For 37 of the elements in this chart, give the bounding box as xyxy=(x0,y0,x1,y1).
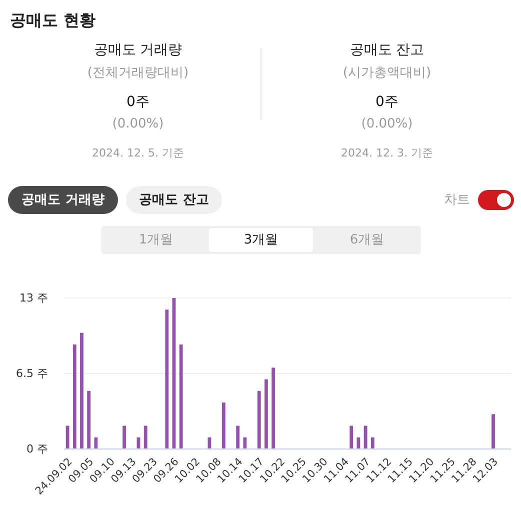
text: (시가총액대비) xyxy=(342,66,432,80)
bar xyxy=(94,437,98,449)
text: 3개월 xyxy=(244,232,278,248)
text: (0.00%) xyxy=(112,116,164,132)
bar xyxy=(264,379,268,449)
text: (0.00%) xyxy=(361,116,413,132)
text: 2024. 12. 5. 기준 xyxy=(92,146,184,160)
bar xyxy=(243,437,247,449)
bar xyxy=(122,426,126,449)
bar xyxy=(257,390,261,449)
bar xyxy=(492,414,495,449)
text: (전체거래량대비) xyxy=(87,66,189,80)
bar xyxy=(222,402,226,449)
text: 1개월 xyxy=(138,232,174,248)
y-tick-label: 13 주 xyxy=(20,292,48,304)
text: 공매도 잔고 xyxy=(139,192,209,208)
bar xyxy=(350,426,354,449)
chart-title: 공매도 현황 xyxy=(10,10,96,30)
y-tick-label: 0 주 xyxy=(26,442,48,456)
y-tick-label: 6.5 주 xyxy=(16,367,48,380)
bar xyxy=(272,368,276,449)
text: 0주 xyxy=(126,94,150,110)
bar xyxy=(87,390,91,449)
text: 공매도 거래량 xyxy=(94,42,182,58)
bar xyxy=(80,332,84,449)
text: 6개월 xyxy=(350,232,384,248)
bar xyxy=(370,437,374,449)
text: 0주 xyxy=(376,94,398,110)
bar xyxy=(144,426,148,449)
text: 차트 xyxy=(444,192,470,208)
text: 공매도 거래량 xyxy=(22,192,104,208)
text: 2024. 12. 3. 기준 xyxy=(341,146,433,160)
bar xyxy=(179,344,183,449)
text: 공매도 잔고 xyxy=(350,42,424,58)
bar xyxy=(236,426,240,449)
bar xyxy=(72,344,76,449)
bar xyxy=(165,310,169,449)
